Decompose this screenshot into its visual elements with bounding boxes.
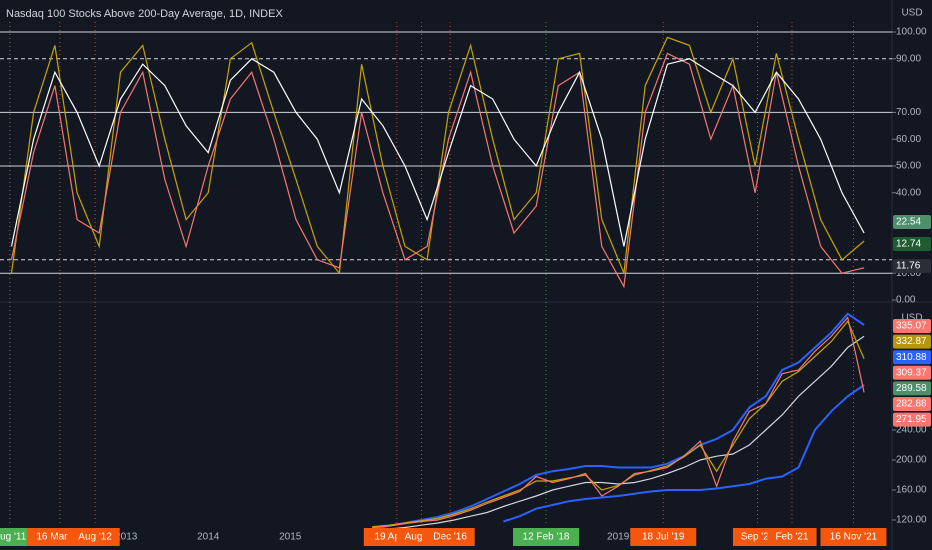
event-label: 16 Mar '12 <box>36 532 83 543</box>
series-line <box>10 58 865 247</box>
series-line <box>503 384 865 523</box>
x-tick-label: 2015 <box>279 532 302 543</box>
y-tick-label: 70.00 <box>896 107 921 118</box>
price-tag-label: 310.88 <box>896 352 927 363</box>
y-tick-label: 10.00 <box>896 268 921 279</box>
y-tick-label: 50.00 <box>896 161 921 172</box>
event-tag <box>70 528 120 546</box>
y-tick-label: 200.00 <box>896 455 927 466</box>
x-tick-label: 2019 <box>607 532 630 543</box>
event-label: Aug '16 <box>405 532 439 543</box>
event-label: Feb '21 <box>775 532 808 543</box>
event-label: 12 Feb '18 <box>523 532 570 543</box>
chart-title: Nasdaq 100 Stocks Above 200-Day Average,… <box>6 8 283 20</box>
event-tag <box>425 528 475 546</box>
y-tick-label: 100.00 <box>896 27 927 38</box>
price-tag <box>893 319 931 333</box>
price-tag <box>893 412 931 427</box>
y-tick-label: 120.00 <box>896 515 927 526</box>
x-tick-label: 2013 <box>115 532 138 543</box>
price-tag-label: 11.76 <box>896 261 921 272</box>
axis-unit: USD <box>901 313 922 324</box>
price-tag <box>893 381 931 396</box>
series-line <box>10 52 865 289</box>
y-tick-label: 160.00 <box>896 485 927 496</box>
y-tick-label: 40.00 <box>896 187 921 198</box>
event-tag <box>767 528 817 546</box>
price-tag-label: 12.74 <box>896 239 921 250</box>
price-tag-label: 332.87 <box>896 336 927 347</box>
event-label: 16 Nov '21 <box>830 532 878 543</box>
event-tag <box>513 528 580 546</box>
event-label: Sep '20 <box>741 532 775 543</box>
price-tag-label: 22.54 <box>896 217 921 228</box>
event-label: 18 Jul '19 <box>642 532 685 543</box>
event-tag <box>630 528 697 546</box>
y-tick-label: 0.00 <box>896 295 916 306</box>
y-tick-label: 240.00 <box>896 425 927 436</box>
y-tick-label: 90.00 <box>896 53 921 64</box>
event-tag <box>0 528 35 546</box>
axis-unit: USD <box>901 8 922 19</box>
price-tag-label: 335.07 <box>896 321 927 332</box>
price-tag <box>893 365 931 380</box>
price-tag <box>893 237 931 251</box>
event-tag <box>820 528 887 546</box>
price-tag <box>893 259 931 273</box>
price-tag-label: 282.88 <box>896 399 927 410</box>
price-tag-label: 309.37 <box>896 367 927 378</box>
event-label: Aug '11 <box>0 532 27 543</box>
price-tag <box>893 397 931 411</box>
x-tick-label: 2014 <box>197 532 220 543</box>
series-line <box>372 312 865 530</box>
price-tag <box>893 350 931 365</box>
price-tag <box>893 215 931 229</box>
event-label: Aug '12 <box>78 532 112 543</box>
series-line <box>372 316 865 529</box>
price-tag <box>893 334 931 349</box>
event-label: Dec '16 <box>433 532 467 543</box>
price-tag-label: 271.95 <box>896 414 927 425</box>
price-tag-label: 289.58 <box>896 383 927 394</box>
y-tick-label: 60.00 <box>896 134 921 145</box>
series-line <box>372 335 865 532</box>
